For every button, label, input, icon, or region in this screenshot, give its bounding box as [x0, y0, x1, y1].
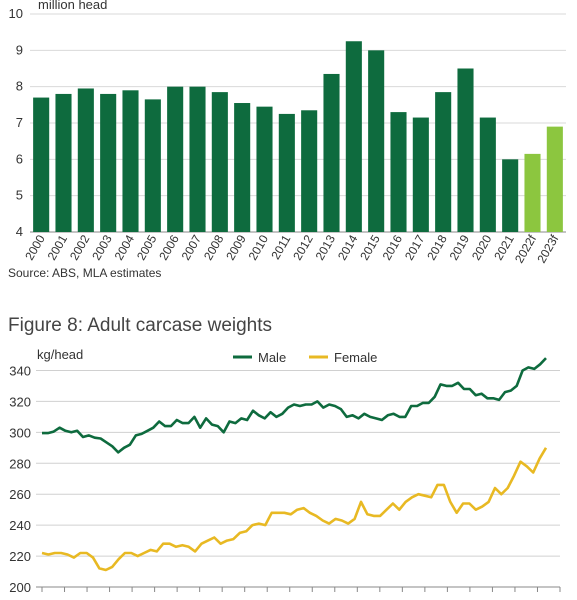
x-tick-label: 2000: [22, 232, 48, 262]
bar: [457, 68, 474, 232]
bar: [189, 86, 206, 233]
bar: [77, 88, 94, 232]
y-tick-label: 260: [9, 487, 31, 502]
bar: [167, 86, 184, 233]
x-tick-label: 2012: [290, 232, 316, 262]
y-tick-label: 6: [16, 151, 23, 166]
bar: [144, 99, 161, 232]
y-tick-label: 280: [9, 456, 31, 471]
bar: [100, 93, 117, 232]
bar: [479, 117, 496, 232]
bar: [502, 159, 519, 232]
y-tick-label: 220: [9, 549, 31, 564]
x-tick-label: 2014: [335, 232, 361, 262]
y-axis-unit: kg/head: [37, 347, 83, 362]
bar: [435, 92, 452, 232]
y-tick-label: 4: [16, 224, 23, 239]
y-axis-unit: million head: [38, 0, 107, 12]
x-tick-label: 2016: [380, 232, 406, 262]
line-chart-carcase-weights: 200 220 240 260 280 300 320 340 kg/head Male Femal…: [9, 347, 561, 595]
bar: [412, 117, 429, 232]
y-tick-label: 340: [9, 363, 31, 378]
bar: [55, 93, 72, 232]
bar: [33, 97, 50, 232]
x-tick-label: 2002: [67, 232, 93, 262]
bar: [345, 41, 362, 232]
y-tick-label: 240: [9, 518, 31, 533]
legend-label-male: Male: [258, 350, 286, 365]
figure-8-title: Figure 8: Adult carcase weights: [8, 315, 273, 336]
x-tick-label: 2017: [402, 232, 428, 262]
bar: [524, 153, 541, 232]
series-line-male: [42, 357, 547, 454]
x-tick-label: 2003: [89, 232, 115, 262]
x-tick-label: 2011: [268, 232, 293, 262]
x-tick-label: 2010: [246, 232, 272, 262]
bar: [546, 126, 563, 232]
y-tick-label: 320: [9, 394, 31, 409]
bar: [211, 92, 228, 232]
y-tick-label: 10: [9, 6, 23, 21]
y-tick-label: 5: [16, 188, 23, 203]
x-tick-label: 2013: [313, 232, 339, 262]
bar: [122, 90, 139, 232]
y-tick-label: 200: [9, 580, 31, 595]
x-tick-label: 2001: [45, 232, 71, 262]
legend-label-female: Female: [334, 350, 377, 365]
x-tick-label: 2008: [201, 232, 227, 262]
y-tick-label: 9: [16, 42, 23, 57]
y-tick-label: 300: [9, 425, 31, 440]
y-tick-label: 8: [16, 79, 23, 94]
x-tick-label: 2015: [357, 232, 383, 262]
y-tick-label: 7: [16, 115, 23, 130]
source-note: Source: ABS, MLA estimates: [8, 266, 162, 280]
bar: [256, 106, 273, 232]
x-tick-label: 2007: [179, 232, 205, 262]
bar: [368, 50, 385, 233]
x-tick-label: 2022f: [512, 232, 539, 266]
x-tick-label: 2019: [447, 232, 473, 262]
x-tick-label: 2020: [469, 232, 495, 262]
x-tick-label: 2004: [112, 232, 138, 262]
x-tick-label: 2023f: [534, 232, 561, 266]
bar: [234, 103, 251, 233]
x-tick-label: 2006: [156, 232, 182, 262]
bar: [301, 110, 318, 232]
x-tick-label: 2005: [134, 232, 160, 262]
bar: [390, 112, 407, 232]
bar-chart-slaughter: 4 5 6 7 8 9 10 million head 20002001200220032004…: [9, 0, 566, 266]
series-line-female: [41, 447, 548, 572]
bar: [323, 73, 340, 232]
x-tick-label: 2009: [223, 232, 249, 262]
x-tick-label: 2018: [424, 232, 450, 262]
bar: [278, 113, 295, 232]
